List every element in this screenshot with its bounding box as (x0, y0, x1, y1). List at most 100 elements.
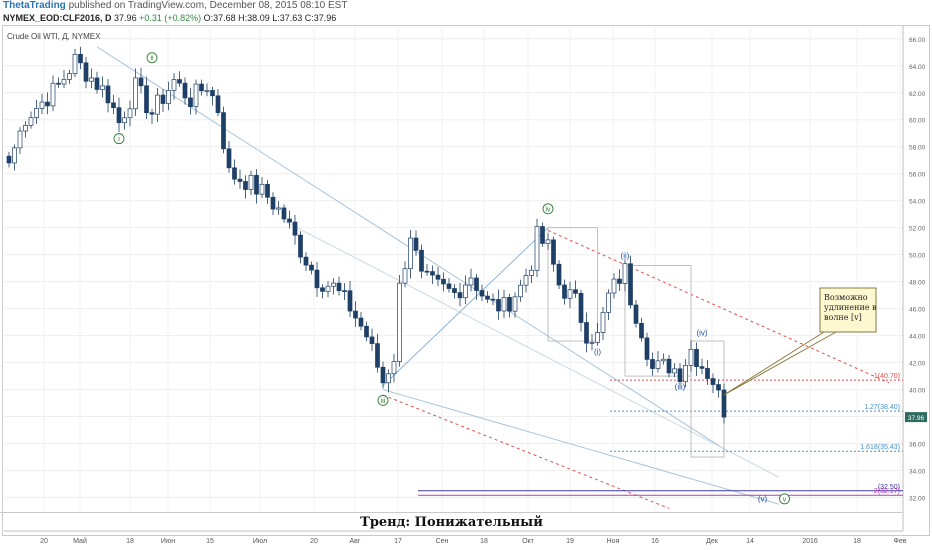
y-tick-label: 50.00 (909, 253, 926, 260)
wave-box-2 (624, 265, 692, 377)
candle (408, 237, 413, 270)
wave-label-circle (779, 493, 790, 505)
candle (144, 85, 149, 113)
level-label: 1.27(38.40) (864, 404, 900, 411)
candle (292, 221, 298, 236)
candle (188, 97, 193, 107)
candle (149, 112, 155, 115)
x-tick-label: 15 (206, 538, 214, 545)
candle (397, 282, 402, 362)
candle (298, 234, 303, 258)
candle (155, 94, 160, 115)
wave-label: (i) (594, 347, 601, 356)
line-wave-up (382, 227, 549, 386)
candle (265, 183, 270, 198)
x-tick-label: Авг (350, 538, 361, 545)
candle (644, 337, 650, 360)
candle (633, 304, 639, 324)
candle (72, 53, 78, 74)
candle (171, 79, 177, 91)
wave-box-1 (547, 227, 598, 342)
x-tick-label: 17 (394, 538, 402, 545)
candle (606, 292, 611, 313)
x-tick-label: 19 (566, 538, 574, 545)
candle (551, 239, 556, 265)
publish-header: ThetaTrading published on TradingView.co… (3, 0, 347, 12)
candle (61, 79, 67, 85)
candle (226, 148, 232, 169)
candle (276, 207, 281, 210)
x-tick-label: Июл (253, 538, 267, 545)
candle (56, 82, 61, 85)
candle (199, 83, 204, 92)
candle (419, 249, 424, 272)
x-tick-label: 16 (651, 538, 659, 545)
candle (545, 239, 551, 244)
x-tick-label: Сен (436, 538, 449, 545)
candle (705, 368, 710, 379)
candle (243, 181, 248, 190)
candle (215, 95, 221, 113)
wave-label-circle (542, 203, 554, 215)
x-tick-label: 2016 (802, 538, 818, 545)
trend-banner: Тренд: Понижательный (0, 512, 903, 533)
y-tick-label: 42.00 (909, 361, 926, 368)
candle (369, 336, 375, 344)
candle (309, 264, 314, 271)
wave-label: v (783, 496, 787, 503)
line-channel-lower (382, 389, 780, 505)
level-label: (32.50) (878, 484, 900, 491)
candle (23, 124, 28, 132)
chart-frame[interactable] (2, 25, 930, 536)
candle (34, 108, 39, 118)
candle (83, 62, 89, 82)
candle (578, 292, 584, 323)
level-label: 1.618(35.43) (860, 444, 900, 451)
x-tick-label: Май (73, 537, 87, 545)
y-tick-label: 52.00 (909, 226, 926, 233)
candle (50, 82, 56, 107)
line-red-upper (547, 229, 890, 384)
y-tick-label: 36.00 (909, 442, 926, 449)
candle (281, 207, 287, 220)
candle (89, 77, 94, 82)
candle (325, 285, 331, 292)
candle (501, 297, 507, 312)
author-link[interactable]: ThetaTrading (3, 0, 66, 11)
y-tick-label: 60.00 (909, 118, 926, 125)
candle (133, 77, 138, 110)
candle (584, 322, 589, 344)
annotation-callout (819, 287, 877, 333)
candle (611, 278, 617, 294)
candle (672, 368, 677, 374)
candle (182, 82, 188, 99)
candle (94, 77, 100, 90)
candle (721, 389, 727, 418)
y-tick-label: 40.00 (909, 388, 926, 395)
candle (160, 94, 166, 104)
candle (556, 263, 562, 286)
last-price-tag (905, 412, 927, 423)
y-tick-label: 32.00 (909, 496, 926, 503)
wave-label: i (118, 136, 120, 143)
candle (650, 359, 655, 369)
candle (177, 79, 182, 84)
y-tick-label: 44.00 (909, 334, 926, 341)
candle (39, 101, 45, 109)
line-channel-mid (283, 220, 780, 478)
y-tick-label: 66.00 (909, 37, 926, 44)
ohlc-values: O:37.68 H:38.09 L:37.63 C:37.96 (203, 13, 337, 23)
candle (589, 342, 595, 344)
candle (457, 292, 463, 299)
candle (666, 358, 672, 374)
candle (28, 117, 34, 126)
wave-label: (iv) (696, 328, 707, 337)
candle (138, 77, 144, 87)
candle (430, 271, 435, 276)
candle (694, 349, 699, 367)
y-tick-label: 48.00 (909, 280, 926, 287)
candle (655, 360, 661, 369)
y-tick-label: 46.00 (909, 307, 926, 314)
candle (661, 358, 666, 362)
